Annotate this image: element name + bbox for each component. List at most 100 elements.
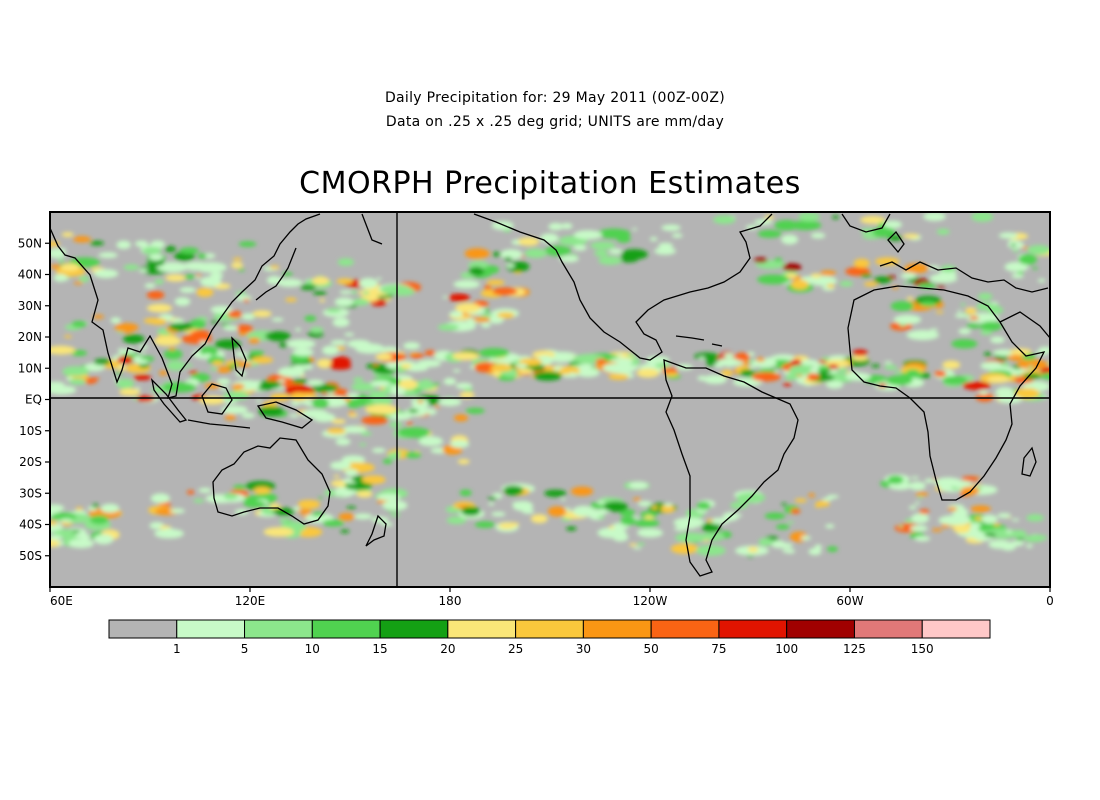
coastline-australia <box>212 437 331 525</box>
precip-patch <box>608 373 629 380</box>
legend-label: 30 <box>576 642 591 656</box>
precip-patch <box>381 522 393 527</box>
precip-patch <box>195 262 227 273</box>
precip-patch <box>559 366 581 375</box>
precip-patch <box>576 368 600 378</box>
precip-patch <box>364 404 398 415</box>
precip-patch <box>93 358 111 366</box>
precip-patch <box>983 352 992 357</box>
precip-patch <box>1027 365 1034 369</box>
precip-patch <box>455 382 473 390</box>
precip-patch <box>993 523 1001 527</box>
precip-patch <box>356 490 373 498</box>
precip-patch <box>911 476 919 479</box>
precip-patch <box>390 513 401 517</box>
precip-patch <box>141 351 146 354</box>
precip-patch <box>910 525 928 532</box>
precip-patch <box>971 212 994 222</box>
precip-patch <box>980 330 993 336</box>
precip-patch <box>306 379 324 386</box>
precip-patch <box>224 323 231 327</box>
precip-patch <box>300 284 317 291</box>
precip-patch <box>89 515 109 525</box>
precip-patch <box>371 448 386 453</box>
precip-patch <box>243 500 266 508</box>
precip-patch <box>758 537 774 547</box>
precip-patch <box>826 380 844 389</box>
precip-patch <box>232 383 245 390</box>
precip-patch <box>50 504 65 512</box>
precip-patch <box>714 362 724 368</box>
precip-patch <box>290 400 301 406</box>
precip-patch <box>413 388 423 393</box>
precip-patch <box>340 529 350 534</box>
precip-patch <box>789 364 813 375</box>
precip-patch <box>189 319 206 330</box>
precip-patch <box>571 363 580 368</box>
precip-patch <box>957 309 962 313</box>
precip-patch <box>732 377 763 387</box>
precip-patch <box>294 328 302 332</box>
precip-patch <box>179 247 199 255</box>
precip-patch <box>352 298 370 306</box>
precip-patch <box>286 339 316 349</box>
precip-patch <box>961 476 979 482</box>
lat-tick-label: 50N <box>18 236 42 250</box>
precip-patch <box>938 515 972 526</box>
precip-patch <box>751 372 781 382</box>
precip-patch <box>966 312 1000 324</box>
precip-patch <box>446 516 467 525</box>
precip-patch <box>936 284 946 288</box>
lat-tick-label: EQ <box>25 393 42 407</box>
precip-patch <box>375 353 393 361</box>
precip-patch <box>80 533 91 540</box>
precip-patch <box>786 549 795 554</box>
precip-patch <box>241 313 256 321</box>
legend-swatch <box>108 619 178 639</box>
precip-patch <box>915 492 929 497</box>
precip-patch <box>304 315 317 322</box>
precip-patch <box>794 498 807 503</box>
precip-patch <box>241 412 255 419</box>
precip-patch <box>184 363 193 368</box>
precip-patch <box>50 345 76 355</box>
precip-patch <box>142 246 162 255</box>
precip-patch <box>817 369 832 374</box>
precip-patch <box>887 475 904 485</box>
precip-patch <box>524 248 548 258</box>
precip-patch <box>464 248 490 259</box>
precip-patch <box>312 276 330 285</box>
precip-patch <box>231 262 244 269</box>
precip-patch <box>196 274 202 277</box>
legend-swatch <box>853 619 923 639</box>
precip-patch <box>50 521 58 526</box>
legend-swatch <box>921 619 991 639</box>
precip-patch <box>965 310 977 315</box>
precip-patch <box>202 353 213 358</box>
lat-tick-label: 20S <box>19 455 42 469</box>
precip-patch <box>149 318 167 325</box>
precip-patch <box>800 535 812 541</box>
legend-label: 25 <box>508 642 523 656</box>
lon-tick-label: 60W <box>836 594 863 608</box>
precip-patch <box>771 540 786 549</box>
precip-patch <box>193 498 205 503</box>
precip-patch <box>366 401 371 405</box>
precip-patch <box>821 497 833 502</box>
precip-patch <box>694 352 720 361</box>
precip-patch <box>311 398 329 409</box>
precip-patch <box>741 360 751 366</box>
precip-patch <box>1017 359 1048 370</box>
precip-patch <box>826 546 839 552</box>
precip-patch <box>665 372 679 377</box>
precip-patch <box>249 350 265 356</box>
precip-patch <box>387 452 401 460</box>
coastline-north-america <box>473 213 773 361</box>
precip-patch <box>572 505 595 517</box>
precip-patch <box>1026 514 1044 522</box>
precip-patch <box>503 228 512 233</box>
precip-patch <box>1016 537 1025 541</box>
precip-patch <box>958 328 971 335</box>
precip-patch <box>116 378 135 389</box>
precip-patch <box>214 339 241 350</box>
